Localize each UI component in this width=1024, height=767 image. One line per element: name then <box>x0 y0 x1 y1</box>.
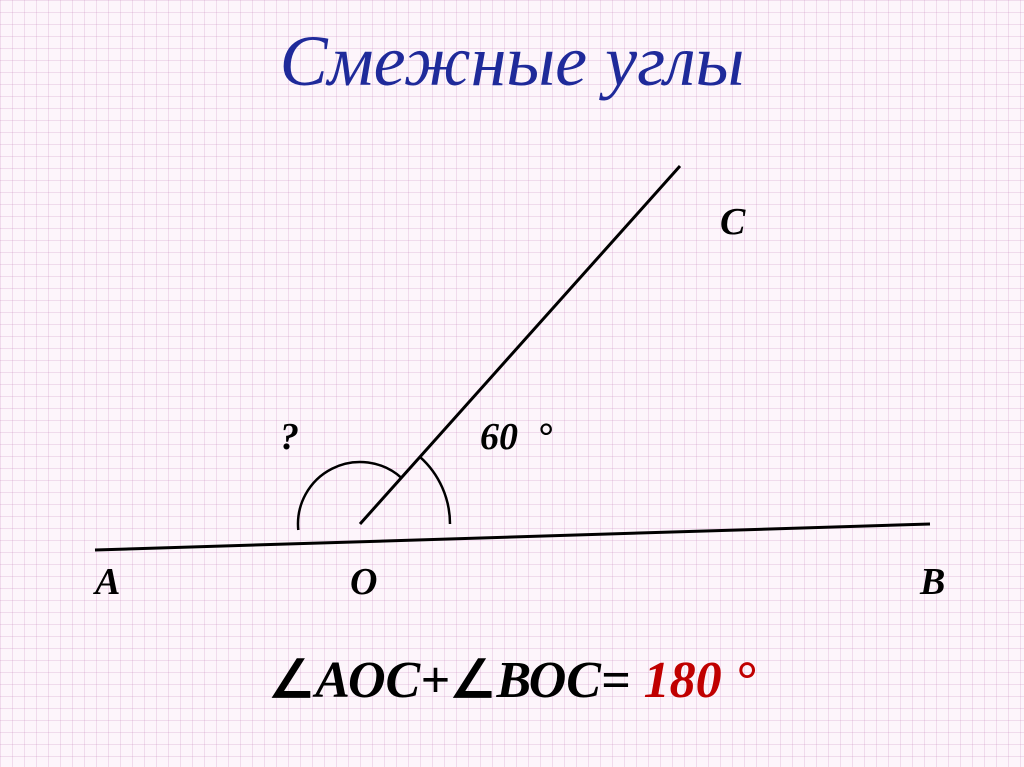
point-label-A: A <box>95 560 120 604</box>
angle-symbol-2: ∠ <box>450 652 497 709</box>
point-label-O: O <box>350 560 377 604</box>
eq-value: 180 <box>644 652 722 709</box>
eq-part1: АОС+ <box>315 652 450 709</box>
line-AB <box>95 524 930 550</box>
known-angle-value: 60 <box>480 416 518 458</box>
known-angle-label: 60 ° <box>480 415 552 459</box>
point-label-C: C <box>720 200 745 244</box>
unknown-angle-label: ? <box>280 415 299 459</box>
diagram-lines <box>95 166 930 550</box>
arc-known <box>420 457 450 524</box>
known-angle-degree: ° <box>528 416 553 458</box>
angle-symbol-1: ∠ <box>269 652 316 709</box>
eq-degree: ° <box>722 652 756 709</box>
equation: ∠АОС+∠ВОС= 180 ° <box>0 650 1024 710</box>
point-label-B: B <box>920 560 945 604</box>
eq-part2: ВОС= <box>496 652 643 709</box>
line-OC <box>360 166 680 524</box>
